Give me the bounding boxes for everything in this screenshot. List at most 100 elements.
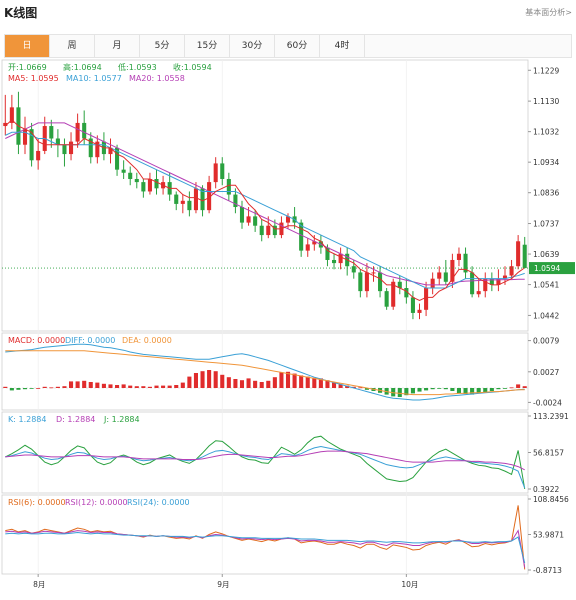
tab-60min[interactable]: 60分: [275, 35, 320, 57]
price-axis-label: 1.0442: [533, 311, 559, 320]
price-axis-label: 1.1032: [533, 128, 559, 137]
macd-bar: [318, 378, 323, 388]
candle-body: [430, 278, 435, 289]
candle-body: [220, 163, 225, 179]
legend-d: D: 1.2884: [56, 415, 95, 424]
candle-body: [226, 178, 231, 195]
legend-rsi6: RSI(6): 0.0000: [8, 498, 66, 507]
candle-body: [239, 207, 245, 223]
candle-body: [82, 122, 87, 139]
macd-bar: [509, 387, 514, 389]
last-price-label: 1.0594: [534, 264, 560, 273]
legend-k: K: 1.2884: [8, 415, 46, 424]
macd-bar: [174, 385, 179, 388]
header: K线图 基本面分析>: [0, 0, 576, 26]
candle-body: [496, 278, 501, 285]
macd-bar: [266, 380, 271, 388]
macd-bar: [29, 388, 34, 389]
x-axis-label: 8月: [33, 580, 45, 589]
rsi-axis-label: 53.9871: [533, 531, 564, 540]
macd-bar: [226, 377, 231, 388]
candle-body: [213, 163, 218, 183]
candle-body: [476, 291, 481, 295]
macd-bar: [82, 380, 87, 388]
candle-body: [62, 144, 67, 155]
macd-bar: [397, 388, 402, 397]
legend-dea: DEA: 0.0000: [122, 336, 172, 345]
macd-bar: [134, 386, 139, 388]
macd-bar: [489, 388, 494, 391]
tab-5min[interactable]: 5分: [140, 35, 185, 57]
macd-bar: [299, 375, 304, 388]
candle-body: [108, 147, 113, 155]
tab-day[interactable]: 日: [5, 35, 50, 57]
macd-bar: [95, 382, 100, 388]
tab-15min[interactable]: 15分: [185, 35, 230, 57]
tab-week[interactable]: 周: [50, 35, 95, 57]
macd-bar: [213, 371, 218, 388]
macd-bar: [417, 388, 422, 392]
ma20-line: [5, 122, 525, 286]
legend-ma5: MA5: 1.0595: [8, 74, 59, 83]
tab-30min[interactable]: 30分: [230, 35, 275, 57]
tab-4hour[interactable]: 4时: [320, 35, 365, 57]
macd-axis-label: 0.0027: [533, 368, 559, 377]
candle-body: [456, 253, 462, 260]
tab-month[interactable]: 月: [95, 35, 140, 57]
macd-bar: [483, 388, 488, 393]
macd-bar: [325, 380, 330, 388]
candlestick-chart: 1.1229 1.1130 1.1032 1.0934 1.0836 1.0737 1.06…: [1, 59, 575, 589]
macd-bar: [410, 388, 415, 394]
candle-body: [378, 272, 383, 292]
macd-bar: [49, 387, 54, 389]
candle-body: [509, 266, 514, 276]
kdj-d-line: [5, 450, 525, 471]
macd-bar: [305, 376, 310, 388]
legend-j: J: 1.2884: [103, 415, 140, 424]
fundamental-analysis-link[interactable]: 基本面分析>: [525, 8, 572, 17]
candle-body: [147, 178, 152, 192]
kdj-k-line: [5, 446, 526, 489]
macd-bar: [496, 388, 501, 390]
macd-bar: [391, 388, 396, 397]
candle-body: [371, 272, 376, 274]
candle-body: [516, 241, 521, 267]
macd-bar: [239, 380, 245, 388]
macd-diff-line: [5, 343, 525, 401]
macd-bar: [42, 386, 47, 388]
macd-bar: [200, 371, 205, 388]
candle-body: [331, 259, 337, 264]
candle-body: [75, 122, 80, 142]
macd-bar: [253, 380, 258, 388]
price-axis-label: 1.0541: [533, 281, 559, 290]
rsi-axis-label: -0.8713: [533, 566, 562, 575]
kdj-j-line: [5, 435, 526, 490]
legend-low: 低:1.0593: [118, 62, 157, 72]
candle-body: [68, 141, 74, 155]
legend-high: 高:1.0694: [63, 62, 102, 72]
kdj-axis-label: 0.3922: [533, 485, 559, 494]
macd-bar: [22, 388, 28, 390]
candle-body: [29, 129, 34, 161]
candle-body: [404, 288, 409, 298]
legend-diff: DIFF: 0.0000: [65, 336, 115, 345]
candle-body: [207, 182, 212, 211]
candle-body: [417, 309, 422, 313]
legend-macd: MACD: 0.0000: [8, 336, 65, 345]
last-price-tag: [529, 262, 575, 275]
macd-bar: [220, 374, 225, 388]
price-axis-label: 1.1130: [533, 97, 559, 106]
macd-bar: [88, 382, 93, 388]
macd-bar: [16, 388, 21, 390]
candle-body: [410, 297, 415, 313]
macd-bar: [285, 371, 291, 388]
kdj-axis-label: 56.8157: [533, 448, 564, 457]
candle-body: [134, 178, 139, 183]
macd-bar: [351, 386, 356, 388]
macd-bar: [187, 376, 192, 388]
macd-bar: [207, 370, 212, 388]
candle-body: [9, 107, 14, 123]
price-axis-label: 1.0836: [533, 189, 559, 198]
macd-bar: [75, 381, 80, 388]
candle-body: [325, 247, 330, 260]
